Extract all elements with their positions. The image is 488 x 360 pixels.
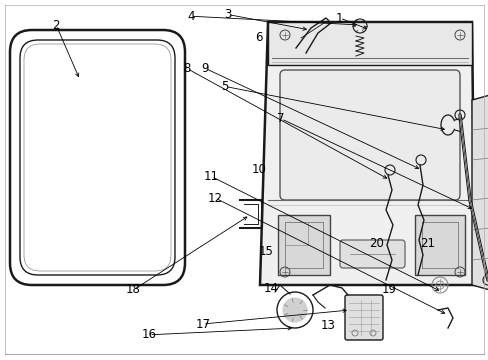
Polygon shape (267, 22, 471, 65)
Text: 14: 14 (264, 282, 278, 294)
Polygon shape (278, 215, 329, 275)
Circle shape (283, 298, 306, 322)
Text: 12: 12 (207, 192, 222, 204)
Text: 21: 21 (420, 237, 434, 249)
FancyBboxPatch shape (339, 240, 404, 268)
Text: 5: 5 (221, 80, 228, 93)
Text: 1: 1 (335, 12, 343, 24)
Text: 11: 11 (203, 170, 218, 183)
Text: 3: 3 (223, 8, 231, 21)
Text: 20: 20 (368, 237, 383, 249)
Text: 10: 10 (251, 163, 266, 176)
Polygon shape (414, 215, 464, 275)
Polygon shape (471, 95, 488, 290)
Text: 18: 18 (126, 283, 141, 296)
Text: 2: 2 (52, 19, 60, 32)
FancyBboxPatch shape (280, 70, 459, 200)
Text: 15: 15 (259, 246, 273, 258)
FancyBboxPatch shape (345, 295, 382, 340)
Text: 8: 8 (183, 62, 190, 75)
Text: 13: 13 (320, 319, 334, 332)
Text: 19: 19 (381, 283, 395, 296)
Text: 16: 16 (142, 328, 156, 341)
Text: 7: 7 (277, 112, 285, 125)
Text: 17: 17 (195, 318, 210, 330)
Text: 6: 6 (255, 31, 263, 44)
Text: 4: 4 (186, 10, 194, 23)
Polygon shape (260, 22, 474, 285)
Text: 9: 9 (201, 62, 209, 75)
